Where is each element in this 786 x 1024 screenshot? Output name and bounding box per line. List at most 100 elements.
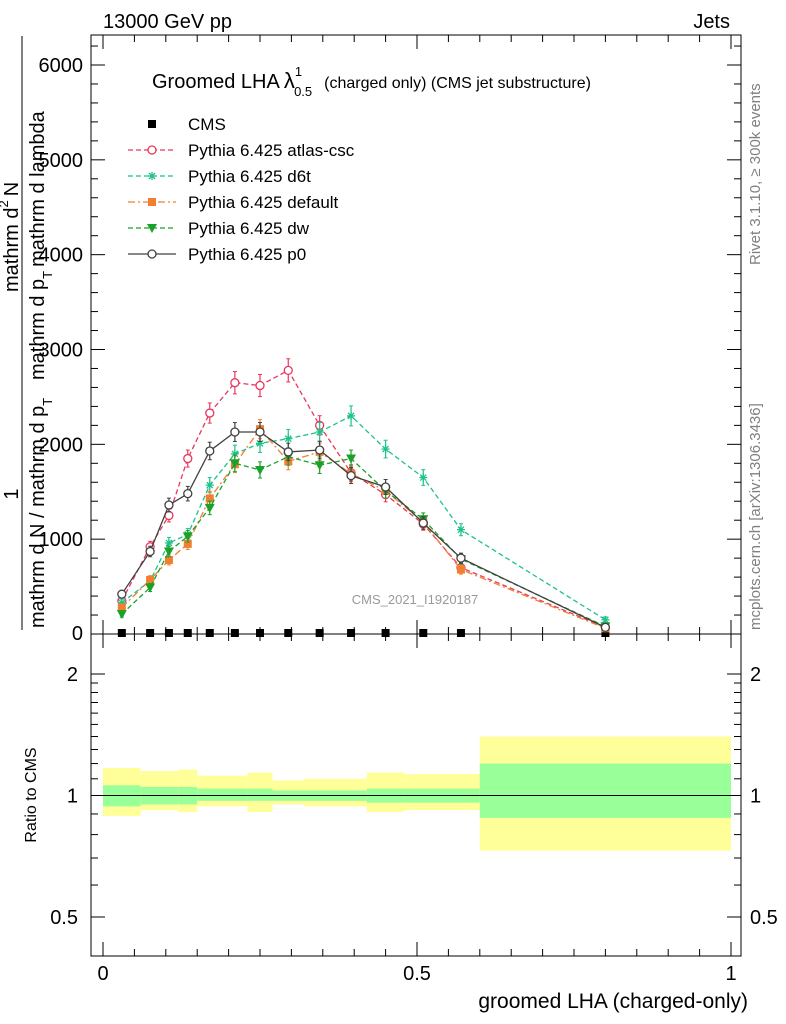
- legend-marker: [148, 120, 156, 128]
- data-point: [164, 500, 174, 510]
- title-main: Groomed LHA: [152, 71, 280, 93]
- data-point: [284, 629, 293, 637]
- data-point: [183, 488, 193, 499]
- data-point: [255, 427, 265, 437]
- data-point: [164, 629, 173, 637]
- series-0: [117, 629, 610, 637]
- y-label-numerator-2: mathrm d pTmathrm d lambda: [27, 110, 55, 380]
- x-tick-label: 0: [97, 963, 108, 985]
- y-tick-label: 3000: [39, 340, 84, 362]
- ratio-y-tick-label: 1: [67, 786, 78, 808]
- data-point: [146, 575, 155, 584]
- y-label-denominator: mathrm d N / mathrm d pT: [27, 398, 55, 628]
- data-point: [456, 553, 466, 563]
- legend-marker: [147, 249, 157, 259]
- main-y-ticks: 1000 2000 3000 4000 5000 6000 0: [39, 45, 741, 645]
- x-axis-label: groomed LHA (charged-only): [478, 990, 748, 1013]
- series-line: [121, 415, 606, 621]
- legend-marker: [147, 224, 157, 233]
- ratio-y-tick-label-right: 2: [750, 664, 761, 686]
- legend-label: Pythia 6.425 p0: [188, 245, 306, 264]
- legend-item-0: CMS: [148, 115, 226, 134]
- data-point: [346, 470, 356, 481]
- data-point: [183, 453, 193, 464]
- title-sup: 1: [295, 64, 302, 79]
- data-point: [183, 539, 192, 548]
- data-point: [145, 583, 156, 593]
- series-line: [121, 369, 606, 628]
- rivet-label: Rivet 3.1.10, ≥ 300k events: [747, 83, 764, 265]
- data-point: [164, 556, 173, 565]
- data-point: [315, 428, 324, 437]
- ratio-inner-band-4: [247, 788, 273, 801]
- ratio-inner-band-3: [197, 788, 248, 801]
- ratio-y-ticks: 0.5 0.5 1 1 2 2: [50, 664, 778, 929]
- data-point: [205, 629, 214, 637]
- y-tick-label: 1000: [39, 529, 84, 551]
- data-point: [456, 629, 465, 637]
- data-point: [418, 518, 428, 528]
- x-tick-label: 1: [725, 963, 736, 985]
- data-point: [283, 365, 293, 376]
- legend: CMS Pythia 6.425 atlas-csc Pythia 6.425 d6…: [128, 115, 355, 264]
- data-point: [183, 629, 192, 637]
- data-point: [229, 459, 240, 469]
- plot-title: Groomed LHA λ1 0.5 (charged only) (CMS jet …: [152, 64, 591, 99]
- data-point: [117, 629, 126, 637]
- data-point: [146, 629, 155, 637]
- title-lambda: λ: [284, 68, 295, 93]
- y-tick-label-zero: 0: [72, 623, 83, 645]
- data-point: [600, 622, 611, 633]
- data-point: [230, 629, 239, 637]
- ratio-bands: [103, 736, 731, 851]
- data-point: [163, 547, 174, 557]
- legend-label: Pythia 6.425 default: [188, 193, 339, 212]
- ratio-y-axis-label: Ratio to CMS: [23, 747, 40, 842]
- data-point: [116, 610, 127, 620]
- data-point: [456, 565, 465, 574]
- data-point: [347, 629, 356, 637]
- data-point: [419, 473, 428, 482]
- ratio-y-tick-label-right: 1: [750, 786, 761, 808]
- data-point: [145, 546, 155, 557]
- legend-item-3: Pythia 6.425 default: [128, 193, 339, 212]
- data-point: [456, 525, 465, 534]
- data-point: [601, 629, 610, 637]
- data-point: [346, 454, 357, 464]
- main-y-axis-label: 1 mathrm d N / mathrm d pT mathrm d2N ma…: [0, 36, 55, 630]
- y-tick-label: 2000: [39, 434, 84, 456]
- data-point: [419, 629, 428, 637]
- header-energy: 13000 GeV pp: [103, 11, 232, 33]
- data-point: [230, 378, 240, 388]
- data-point: [205, 481, 214, 490]
- series-layer: [116, 358, 611, 637]
- data-point: [256, 629, 264, 637]
- ratio-y-tick-label: 2: [67, 664, 78, 686]
- y-label-numerator-1: mathrm d2N: [0, 182, 23, 292]
- data-point: [255, 380, 265, 391]
- data-point: [204, 503, 215, 513]
- data-point: [205, 446, 215, 456]
- legend-label: Pythia 6.425 dw: [188, 219, 310, 238]
- data-point: [381, 629, 390, 637]
- legend-marker: [148, 198, 156, 206]
- data-point: [314, 461, 325, 471]
- y-tick-label: 5000: [39, 150, 84, 172]
- series-5: [117, 422, 611, 633]
- series-2: [117, 405, 610, 624]
- x-ticks: 0 0.5 1: [97, 35, 737, 985]
- ratio-y-tick-label: 0.5: [50, 907, 78, 929]
- data-point: [347, 411, 356, 420]
- y-tick-label: 6000: [39, 55, 84, 77]
- data-point: [380, 482, 391, 492]
- legend-marker: [148, 172, 156, 180]
- data-point: [284, 434, 293, 443]
- mcplots-label: mcplots.cern.ch [arXiv:1306.3436]: [747, 403, 764, 630]
- legend-marker: [147, 145, 157, 155]
- x-tick-label: 0.5: [403, 963, 431, 985]
- legend-label: Pythia 6.425 d6t: [188, 167, 311, 186]
- title-sub: 0.5: [294, 84, 312, 99]
- data-point: [315, 445, 325, 455]
